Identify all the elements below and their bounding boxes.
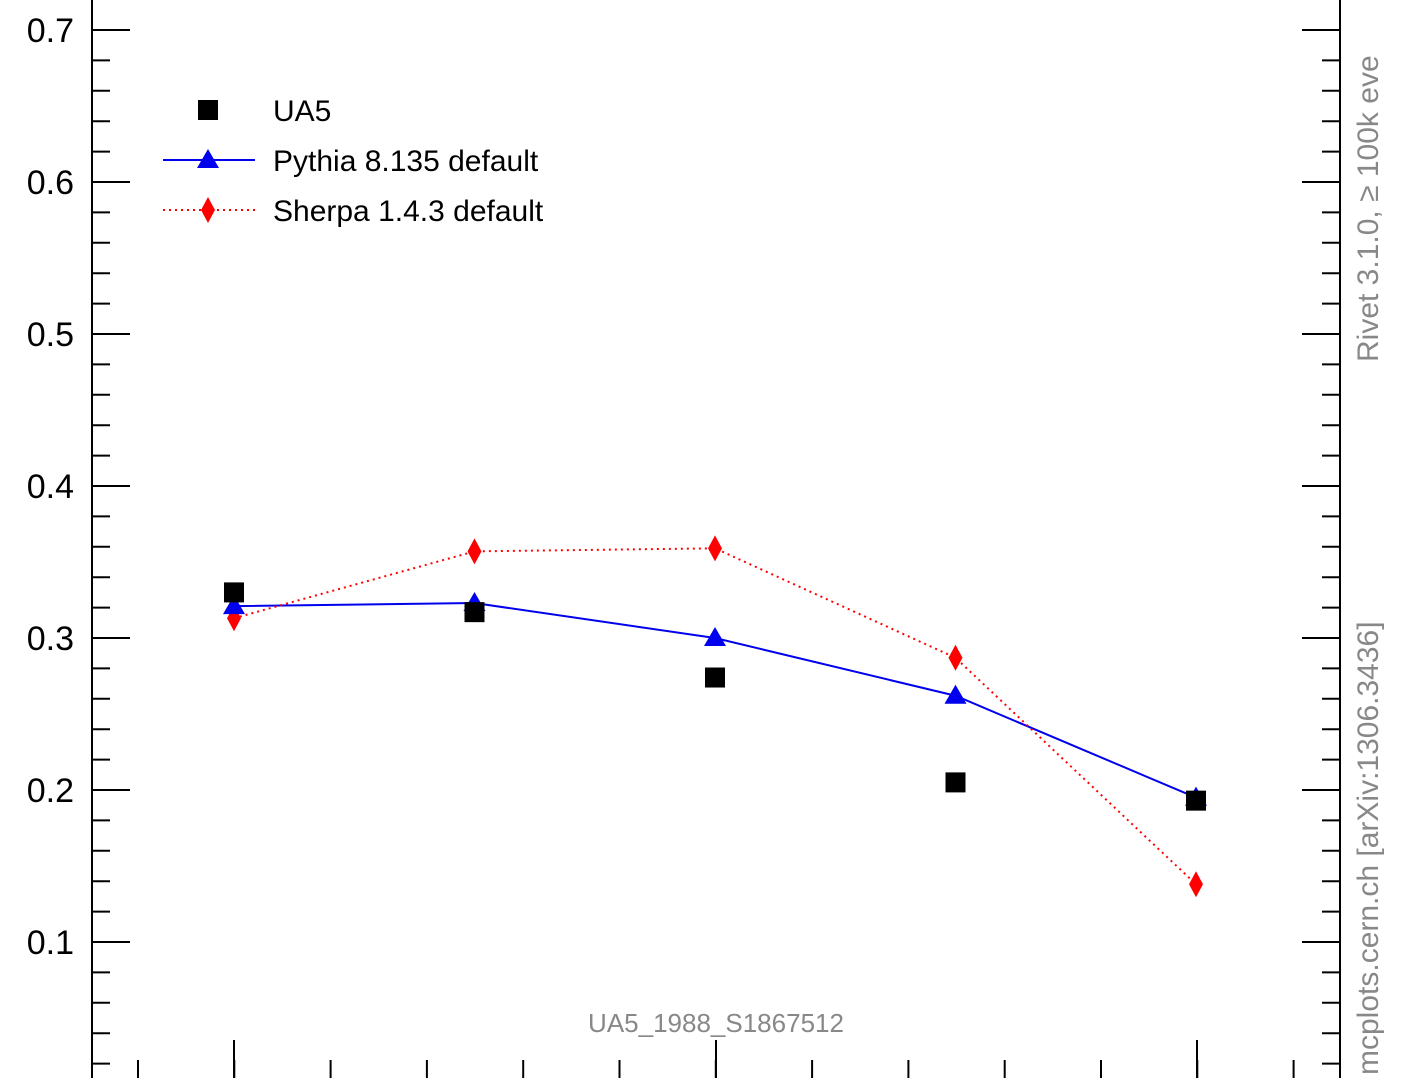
data-point-ua5 xyxy=(1186,790,1206,811)
data-point-sherpa xyxy=(948,644,963,671)
y-ticks xyxy=(92,29,1340,1065)
y-tick-labels: 0.1 0.2 0.3 0.4 0.5 0.6 0.7 0 xyxy=(27,12,74,1078)
legend-marker-sherpa xyxy=(201,197,215,223)
x-ticks xyxy=(137,1040,1295,1078)
y-tick-label: 0 xyxy=(55,1076,74,1078)
data-point-sherpa xyxy=(467,538,482,565)
y-tick-label: 0.7 xyxy=(27,12,74,50)
data-point-ua5 xyxy=(705,667,725,688)
legend-marker-pythia xyxy=(197,149,219,168)
data-point-ua5 xyxy=(224,582,244,603)
y-tick-label: 0.3 xyxy=(27,620,74,658)
y-tick-label: 0.4 xyxy=(27,468,74,506)
y-tick-label: 0.6 xyxy=(27,164,74,202)
legend: UA5 Pythia 8.135 default Sherpa 1.4.3 de… xyxy=(163,95,544,228)
series-line-sherpa xyxy=(233,547,1197,885)
legend-label-ua5: UA5 xyxy=(273,95,331,128)
y-tick-label: 0.5 xyxy=(27,316,74,354)
data-point-sherpa xyxy=(1189,871,1203,898)
plot-frame xyxy=(91,0,1341,1078)
legend-label-pythia: Pythia 8.135 default xyxy=(273,145,539,178)
data-point-ua5 xyxy=(945,772,966,793)
data-point-pythia xyxy=(944,684,967,704)
y-tick-label: 0.2 xyxy=(27,772,74,810)
mcplots-source-label: mcplots.cern.ch [arXiv:1306.3436] xyxy=(1352,621,1385,1075)
rivet-version-label: Rivet 3.1.0, ≥ 100k eve xyxy=(1352,55,1385,362)
legend-label-sherpa: Sherpa 1.4.3 default xyxy=(273,195,544,228)
data-point-ua5 xyxy=(464,602,485,623)
y-tick-label: 0.1 xyxy=(27,924,74,962)
data-point-sherpa xyxy=(708,535,722,562)
series-layer xyxy=(223,535,1207,898)
analysis-label: UA5_1988_S1867512 xyxy=(588,1008,844,1038)
data-point-pythia xyxy=(704,627,726,646)
legend-marker-ua5 xyxy=(198,100,218,120)
data-point-pythia xyxy=(223,595,245,615)
